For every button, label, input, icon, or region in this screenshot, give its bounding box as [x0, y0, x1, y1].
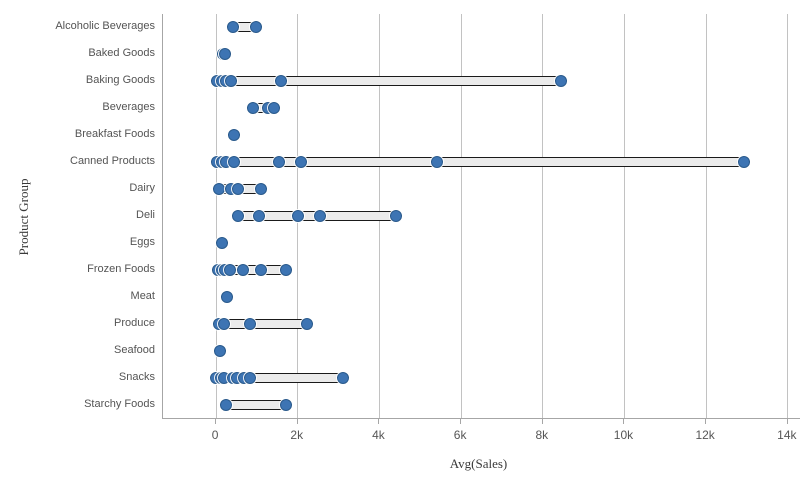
data-point[interactable]: [314, 210, 327, 222]
data-point[interactable]: [295, 156, 308, 169]
range-bar: [216, 76, 563, 87]
data-point[interactable]: [255, 263, 267, 276]
gridline: [787, 14, 789, 418]
data-point[interactable]: [231, 210, 244, 222]
range-bar: [218, 318, 309, 329]
data-point[interactable]: [214, 344, 227, 357]
category-label[interactable]: Produce: [114, 316, 155, 329]
data-point[interactable]: [218, 317, 231, 330]
x-tick-mark: [460, 419, 462, 424]
data-point[interactable]: [336, 371, 349, 384]
x-tick-mark: [378, 419, 380, 424]
data-point[interactable]: [268, 102, 281, 115]
data-point[interactable]: [228, 129, 241, 142]
data-point[interactable]: [301, 317, 314, 330]
category-label[interactable]: Starchy Foods: [84, 397, 155, 410]
data-point[interactable]: [220, 398, 233, 411]
category-label[interactable]: Frozen Foods: [87, 262, 155, 275]
x-tick-mark: [541, 419, 543, 424]
x-axis-title: Avg(Sales): [449, 456, 508, 471]
x-tick-label: 2k: [290, 428, 304, 442]
data-point[interactable]: [215, 236, 228, 249]
data-point[interactable]: [389, 210, 402, 222]
data-point[interactable]: [430, 156, 443, 169]
category-label[interactable]: Alcoholic Beverages: [55, 20, 155, 33]
x-tick-label: 14k: [777, 428, 797, 442]
data-point[interactable]: [253, 210, 266, 222]
gridline: [215, 14, 217, 418]
gridline: [705, 14, 707, 418]
x-tick-mark: [623, 419, 625, 424]
data-point[interactable]: [226, 21, 239, 34]
data-point[interactable]: [223, 263, 236, 276]
category-label[interactable]: Breakfast Foods: [74, 128, 155, 141]
data-point[interactable]: [246, 102, 259, 115]
x-tick-mark: [296, 419, 298, 424]
data-point[interactable]: [737, 156, 750, 169]
x-tick-mark: [705, 419, 707, 424]
x-tick-label: 0: [211, 428, 219, 442]
x-tick-label: 4k: [372, 428, 385, 442]
data-point[interactable]: [291, 210, 304, 222]
category-label[interactable]: Deli: [136, 209, 155, 221]
data-point[interactable]: [236, 263, 249, 276]
data-point[interactable]: [275, 75, 288, 88]
data-point[interactable]: [279, 398, 292, 411]
x-tick-label: 10k: [613, 428, 634, 442]
data-point[interactable]: [244, 371, 257, 384]
category-label[interactable]: Meat: [130, 289, 155, 302]
data-point[interactable]: [555, 75, 568, 88]
category-label[interactable]: Baking Goods: [85, 74, 155, 87]
data-point[interactable]: [250, 21, 263, 34]
gridline: [623, 14, 625, 418]
range-bar: [225, 399, 287, 410]
category-label[interactable]: Snacks: [118, 370, 155, 383]
data-point[interactable]: [272, 156, 285, 169]
plot-area: [162, 14, 796, 418]
data-point[interactable]: [213, 183, 226, 196]
x-axis-line: [162, 418, 800, 419]
category-label[interactable]: Baked Goods: [88, 47, 155, 60]
data-point[interactable]: [225, 75, 238, 88]
x-tick-label: 12k: [695, 428, 715, 442]
data-point[interactable]: [279, 263, 292, 276]
x-tick-label: 8k: [535, 428, 549, 442]
gridline: [542, 14, 544, 418]
data-point[interactable]: [231, 183, 244, 196]
category-label[interactable]: Beverages: [102, 101, 155, 114]
data-point[interactable]: [255, 183, 267, 196]
data-point[interactable]: [221, 290, 234, 303]
data-point[interactable]: [219, 48, 232, 61]
x-tick-mark: [786, 419, 788, 424]
category-label[interactable]: Canned Products: [70, 155, 155, 168]
category-label[interactable]: Seafood: [114, 343, 155, 356]
category-label[interactable]: Eggs: [129, 235, 155, 248]
x-tick-label: 6k: [453, 428, 467, 442]
gridline: [460, 14, 462, 418]
x-tick-mark: [215, 419, 217, 424]
category-label[interactable]: Dairy: [129, 182, 155, 195]
data-point[interactable]: [228, 156, 241, 169]
category-labels-column: Alcoholic Beverages Baked Goods Baking Goo…: [0, 14, 155, 418]
data-point[interactable]: [244, 317, 257, 330]
